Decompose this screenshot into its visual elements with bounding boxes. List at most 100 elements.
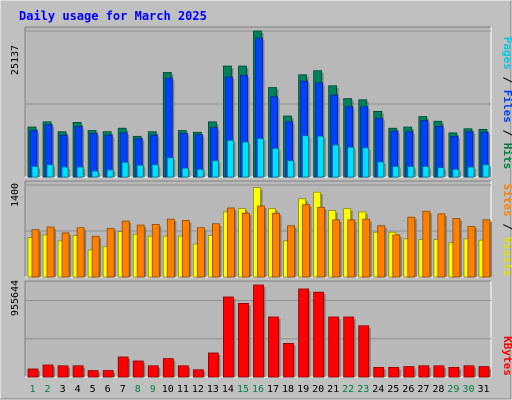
sites-bar [181,220,190,278]
pages-bar [452,169,460,178]
day-label: 30 [462,384,474,395]
day-label: 5 [90,384,96,395]
panel-kbytes [24,280,492,378]
day-label: 14 [222,384,234,395]
pages-bar [467,166,475,178]
sites-bar [422,210,431,278]
day-label: 24 [372,384,384,395]
ymax-label-bot: 955644 [10,280,21,316]
svg-text:KBytes: KBytes [501,336,512,376]
day-label: 18 [282,384,294,395]
pages-bar [121,162,129,178]
chart-title: Daily usage for March 2025 [19,9,207,23]
day-label: 21 [327,384,339,395]
day-label: 20 [312,384,324,395]
kbytes-bar [192,369,204,378]
sites-bar [452,218,461,278]
kbytes-bar [147,365,159,378]
day-label: 29 [447,384,459,395]
pages-bar [106,169,114,178]
legend-sep-3: / [501,217,512,237]
panel-hits-files-pages [24,26,492,178]
sites-bar [482,219,491,278]
kbytes-bar [72,365,84,378]
legend-visits: Visits [501,237,512,277]
kbytes-bar [358,325,370,378]
svg-text:Pages / Files / Hits: Pages / Files / Hits [501,37,512,170]
sites-bar [287,225,295,278]
day-label: 4 [75,384,81,395]
day-label: 25 [387,384,399,395]
kbytes-bar [388,366,400,378]
kbytes-bar [57,365,69,378]
pages-bar [76,166,84,178]
pages-bar [227,140,234,178]
pages-bar [61,166,69,178]
day-label: 16 [252,384,264,395]
day-label: 12 [192,384,204,395]
pages-bar [392,166,400,178]
files-bar [89,133,98,178]
pages-bar [31,166,39,178]
pages-bar [317,135,325,178]
sites-bar [76,227,85,278]
sites-bar [362,218,371,278]
kbytes-bar [268,316,279,378]
kbytes-bar [403,366,415,378]
day-label: 1 [30,384,36,395]
legend-pages: Pages [501,37,512,70]
day-label: 6 [105,384,111,395]
kbytes-bar [177,365,189,378]
day-label: 31 [477,384,489,395]
kbytes-bar [162,358,174,378]
day-label: 22 [342,384,354,395]
legend-kbytes: KBytes [501,336,512,376]
kbytes-bar [42,364,54,378]
pages-bar [196,169,204,178]
day-label: 9 [150,384,156,395]
ymax-label-top: 25137 [10,45,21,75]
pages-bar [302,135,309,178]
sites-bar [407,216,416,278]
sites-bar [151,224,160,278]
legend-hits: Hits [501,143,512,170]
sites-bar [46,226,55,278]
sites-bar [106,227,115,278]
sites-bar [166,218,175,278]
pages-bar [166,157,174,178]
legend-top: Pages / Files / Hits [501,37,512,170]
sites-bar [272,212,280,278]
panel-visits-sites [24,180,492,278]
kbytes-bar [253,284,264,378]
legend-sites: Sites [501,184,512,217]
day-label: 26 [402,384,414,395]
day-label: 23 [357,384,369,395]
kbytes-bar [27,368,39,378]
kbytes-bar [87,370,99,378]
day-label: 2 [45,384,51,395]
sites-bar [332,219,341,278]
kbytes-bar [283,342,294,378]
pages-bar [272,148,279,178]
sites-bar [211,223,220,278]
sites-bar [61,232,70,278]
sites-bar [392,234,401,278]
day-label: 11 [177,384,189,395]
kbytes-bar [223,296,234,378]
kbytes-bar [433,365,445,378]
pages-bar [377,161,385,178]
kbytes-bar [328,316,340,378]
kbytes-bar [238,302,249,378]
pages-bar [46,164,54,178]
pages-bar [211,160,219,178]
day-label: 8 [135,384,141,395]
kbytes-bar [343,316,355,378]
pages-bar [347,146,355,178]
sites-bar [196,227,205,278]
svg-text:Sites / Visits: Sites / Visits [501,184,512,277]
sites-bar [91,235,100,278]
day-label: 10 [162,384,174,395]
kbytes-bar [463,365,475,378]
